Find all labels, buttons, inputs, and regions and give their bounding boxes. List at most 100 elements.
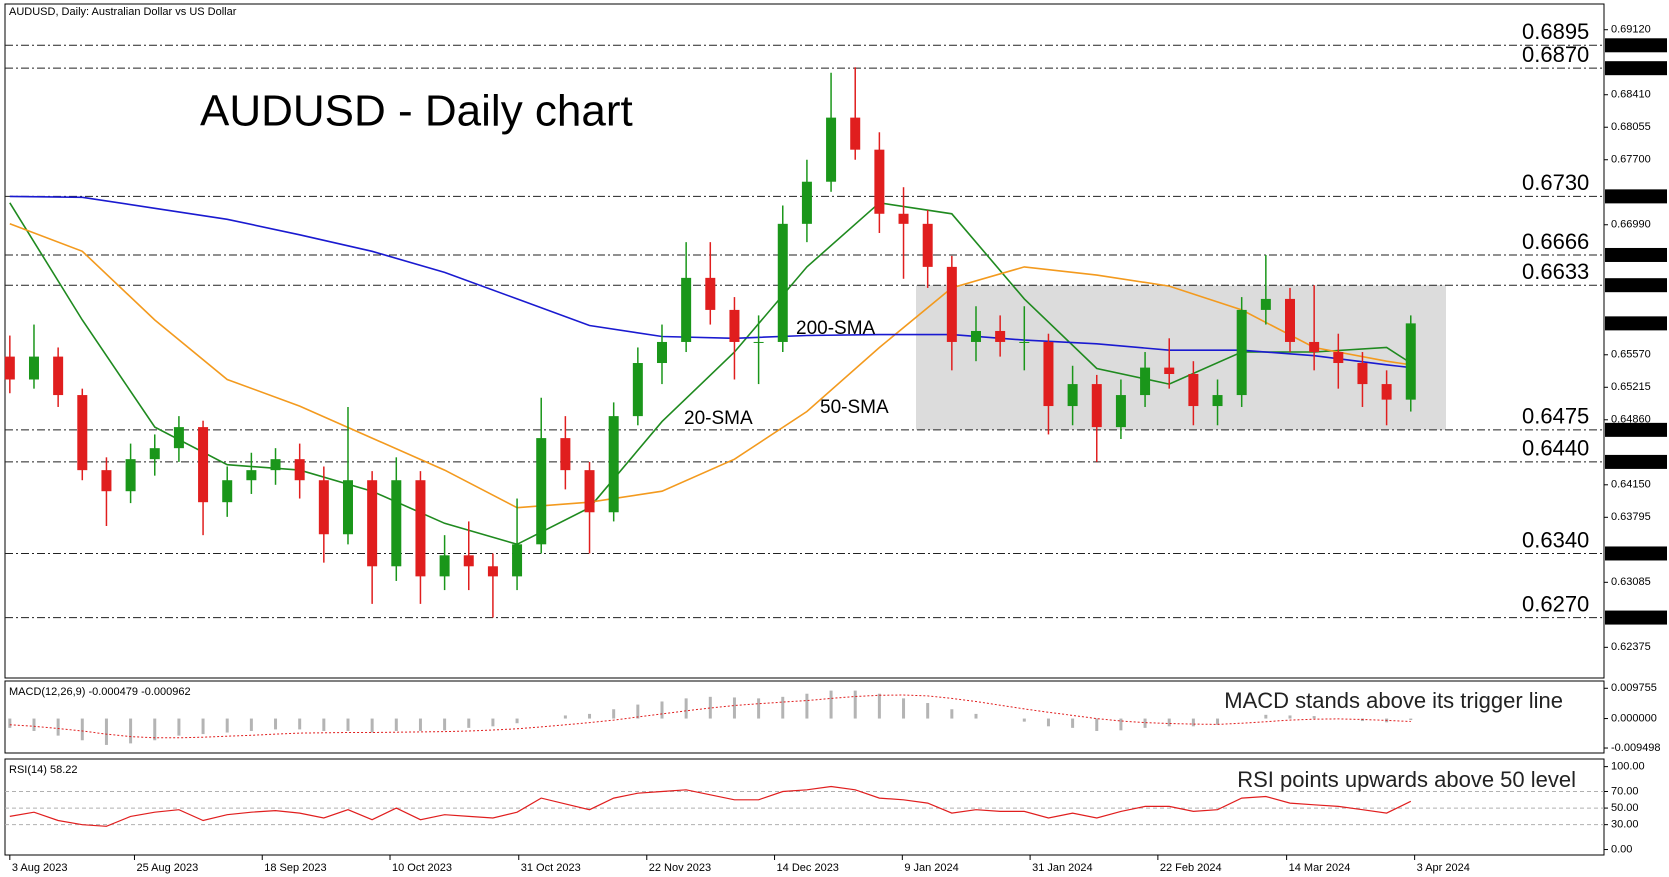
macd-panel (4, 680, 1605, 754)
x-tick-label: 14 Dec 2023 (777, 862, 839, 874)
y-tick-label: 0.63795 (1611, 511, 1651, 523)
candle-body (1236, 309, 1247, 396)
candle-body (970, 330, 981, 342)
y-tick-label: 0.68055 (1611, 121, 1651, 133)
candle-body (1188, 374, 1199, 407)
candle-body (1043, 341, 1054, 407)
axis-level-label: 0.68700 (1609, 62, 1649, 74)
level-label: 0.6270 (1522, 591, 1589, 616)
candle-body (1284, 298, 1295, 342)
x-tick-label: 31 Jan 2024 (1032, 862, 1093, 874)
axis-level-label: 0.64750 (1609, 424, 1649, 436)
candle-body (536, 438, 547, 545)
x-tick-label: 18 Sep 2023 (264, 862, 326, 874)
candle-body (1164, 367, 1175, 375)
candle-body (608, 416, 619, 513)
axis-level-label: 0.63400 (1609, 547, 1649, 559)
x-tick-label: 9 Jan 2024 (904, 862, 958, 874)
candle-body (656, 341, 667, 364)
y-tick-label: 0.62375 (1611, 641, 1651, 653)
candle-body (1309, 341, 1320, 353)
candle-body (439, 555, 450, 577)
axis-level-label: 0.68950 (1609, 39, 1649, 51)
y-tick-label: 70.00 (1611, 785, 1639, 797)
level-label: 0.6340 (1522, 527, 1589, 552)
candle-body (1357, 363, 1368, 385)
candle-body (995, 330, 1006, 342)
y-tick-label: 0.67700 (1611, 154, 1651, 166)
y-tick-label: 50.00 (1611, 802, 1639, 814)
candle-body (1405, 323, 1416, 400)
candle-body (1260, 298, 1271, 310)
candle-body (367, 480, 378, 567)
sma-label: 200-SMA (796, 318, 876, 339)
rsi-title: RSI(14) 58.22 (9, 764, 77, 776)
chart-title: AUDUSD, Daily: Australian Dollar vs US D… (9, 6, 237, 18)
candle-body (246, 470, 257, 481)
level-label: 0.6895 (1522, 19, 1589, 44)
y-tick-label: 0.64150 (1611, 479, 1651, 491)
axis-level-box (1605, 38, 1667, 53)
current-price-label: 0.65913 (1609, 317, 1649, 329)
candle-body (777, 223, 788, 342)
x-tick-label: 10 Oct 2023 (392, 862, 452, 874)
candle-body (898, 213, 909, 224)
axis-level-label: 0.66330 (1609, 279, 1649, 291)
level-label: 0.6870 (1522, 42, 1589, 67)
candle-body (318, 480, 329, 535)
current-price-box (1605, 316, 1667, 331)
candle-body (270, 459, 281, 471)
level-label: 0.6666 (1522, 229, 1589, 254)
y-tick-label: 100.00 (1611, 761, 1645, 773)
candle-body (1019, 341, 1030, 343)
candle-body (222, 480, 233, 503)
candle-body (729, 309, 740, 342)
axis-level-box (1605, 546, 1667, 561)
candle-body (681, 277, 692, 342)
candle-body (149, 448, 160, 460)
candle-body (632, 363, 643, 417)
candle-body (946, 266, 957, 342)
rsi-panel (4, 758, 1605, 856)
rsi-annotation: RSI points upwards above 50 level (1237, 767, 1576, 792)
chart-annotation: AUDUSD - Daily chart (200, 87, 633, 136)
axis-level-box (1605, 454, 1667, 469)
y-tick-label: 0.64860 (1611, 414, 1651, 426)
y-tick-label: 30.00 (1611, 819, 1639, 831)
y-tick-label: 0.66990 (1611, 219, 1651, 231)
x-tick-label: 25 Aug 2023 (136, 862, 198, 874)
candle-body (560, 438, 571, 471)
y-tick-label: 0.009755 (1611, 682, 1657, 694)
candle-body (922, 223, 933, 267)
axis-level-box (1605, 189, 1667, 204)
y-tick-label: 0.00 (1611, 843, 1632, 855)
y-tick-label: 0.68410 (1611, 89, 1651, 101)
axis-level-box (1605, 61, 1667, 76)
candle-body (53, 356, 64, 396)
y-tick-label: 0.69120 (1611, 24, 1651, 36)
level-label: 0.6633 (1522, 259, 1589, 284)
candle-body (173, 427, 184, 449)
level-label: 0.6730 (1522, 170, 1589, 195)
x-tick-label: 3 Apr 2024 (1417, 862, 1470, 874)
axis-level-label: 0.62700 (1609, 611, 1649, 623)
x-tick-label: 22 Feb 2024 (1160, 862, 1222, 874)
candle-body (391, 480, 402, 567)
candle-body (1212, 395, 1223, 407)
candle-body (874, 149, 885, 214)
sma-label: 20-SMA (684, 408, 753, 429)
x-tick-label: 22 Nov 2023 (649, 862, 711, 874)
y-tick-label: -0.009498 (1611, 742, 1661, 754)
sma-label: 50-SMA (820, 397, 889, 418)
sma-line (9, 223, 1411, 509)
candle-body (463, 555, 474, 567)
rsi-line (9, 785, 1412, 827)
candle-body (342, 480, 353, 535)
level-label: 0.6475 (1522, 404, 1589, 429)
candle-body (487, 566, 498, 577)
axis-level-box (1605, 422, 1667, 437)
y-tick-label: 0.65570 (1611, 349, 1651, 361)
range-box (916, 285, 1446, 430)
candle-body (753, 341, 764, 343)
